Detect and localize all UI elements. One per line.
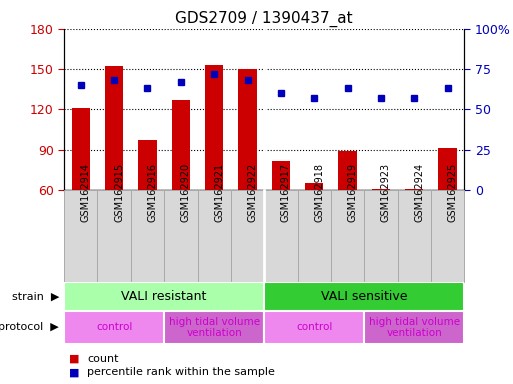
Bar [131,190,164,282]
Bar [198,190,231,282]
Bar [398,190,431,282]
Bar [64,282,264,311]
Bar [72,108,90,190]
Bar [239,69,256,190]
Text: GSM162918: GSM162918 [314,163,324,222]
Bar [431,190,464,282]
Bar [405,189,423,190]
Text: high tidal volume
ventilation: high tidal volume ventilation [169,316,260,338]
Bar [264,282,464,311]
Text: VALI sensitive: VALI sensitive [321,290,407,303]
Text: GSM162915: GSM162915 [114,163,124,222]
Text: count: count [87,354,119,364]
Text: protocol  ▶: protocol ▶ [0,322,59,333]
Bar [305,184,323,190]
Bar [364,190,398,282]
Text: GSM162916: GSM162916 [148,163,157,222]
Bar [298,190,331,282]
Bar [231,190,264,282]
Bar [164,190,198,282]
Bar [139,140,156,190]
Text: ■: ■ [69,354,80,364]
Text: VALI resistant: VALI resistant [122,290,207,303]
Text: GSM162914: GSM162914 [81,163,91,222]
Text: GSM162921: GSM162921 [214,163,224,222]
Bar [272,161,290,190]
Text: GSM162924: GSM162924 [415,163,424,222]
Text: GSM162920: GSM162920 [181,163,191,222]
Bar [205,65,223,190]
Bar [172,100,190,190]
Bar [264,311,364,344]
Text: GSM162917: GSM162917 [281,163,291,222]
Text: GSM162925: GSM162925 [447,163,458,222]
Text: percentile rank within the sample: percentile rank within the sample [87,367,275,377]
Bar [64,190,97,282]
Bar [364,311,464,344]
Text: strain  ▶: strain ▶ [12,291,59,302]
Bar [64,311,164,344]
Bar [264,190,298,282]
Bar [105,66,123,190]
Text: GSM162923: GSM162923 [381,163,391,222]
Bar [439,148,457,190]
Text: GSM162919: GSM162919 [348,163,358,222]
Bar [97,190,131,282]
Text: control: control [296,322,332,333]
Bar [164,311,264,344]
Text: high tidal volume
ventilation: high tidal volume ventilation [369,316,460,338]
Text: control: control [96,322,132,333]
Text: GSM162922: GSM162922 [247,163,258,222]
Bar [331,190,364,282]
Bar [372,189,390,190]
Bar [339,151,357,190]
Title: GDS2709 / 1390437_at: GDS2709 / 1390437_at [175,11,353,27]
Text: ■: ■ [69,367,80,377]
